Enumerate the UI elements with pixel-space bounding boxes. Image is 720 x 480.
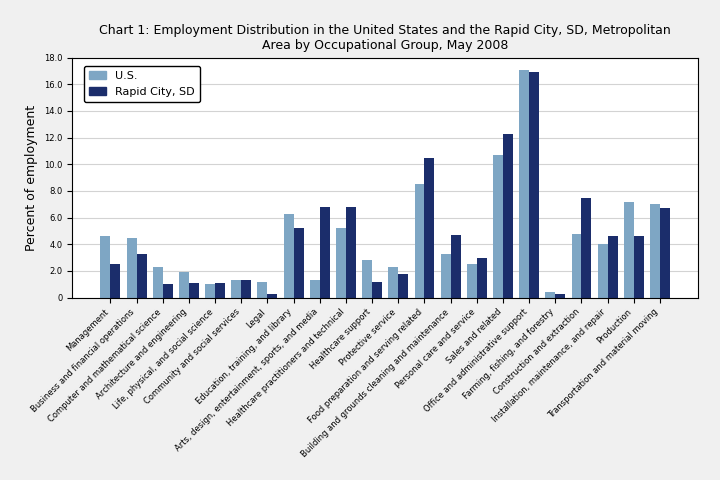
Bar bbox=[153, 267, 163, 298]
Bar bbox=[519, 70, 529, 298]
Bar bbox=[137, 253, 147, 298]
Bar bbox=[163, 284, 173, 298]
Bar bbox=[572, 234, 582, 298]
Bar bbox=[215, 283, 225, 298]
Bar bbox=[582, 198, 591, 298]
Bar bbox=[388, 267, 398, 298]
Bar bbox=[189, 283, 199, 298]
Bar bbox=[398, 274, 408, 298]
Bar bbox=[284, 214, 294, 298]
Bar bbox=[346, 207, 356, 298]
Bar bbox=[320, 207, 330, 298]
Bar bbox=[555, 294, 565, 298]
Bar bbox=[545, 292, 555, 298]
Bar bbox=[101, 236, 110, 298]
Bar bbox=[529, 72, 539, 298]
Bar bbox=[634, 236, 644, 298]
Bar bbox=[294, 228, 304, 298]
Title: Chart 1: Employment Distribution in the United States and the Rapid City, SD, Me: Chart 1: Employment Distribution in the … bbox=[99, 24, 671, 52]
Bar bbox=[477, 258, 487, 298]
Bar bbox=[425, 157, 434, 298]
Bar bbox=[441, 253, 451, 298]
Bar bbox=[310, 280, 320, 298]
Bar bbox=[503, 133, 513, 298]
Bar bbox=[624, 202, 634, 298]
Y-axis label: Percent of employment: Percent of employment bbox=[25, 105, 38, 251]
Bar bbox=[467, 264, 477, 298]
Bar bbox=[267, 294, 277, 298]
Legend: U.S., Rapid City, SD: U.S., Rapid City, SD bbox=[84, 66, 200, 102]
Bar bbox=[258, 282, 267, 298]
Bar bbox=[660, 208, 670, 298]
Bar bbox=[650, 204, 660, 298]
Bar bbox=[336, 228, 346, 298]
Bar bbox=[372, 282, 382, 298]
Bar bbox=[205, 284, 215, 298]
Bar bbox=[127, 238, 137, 298]
Bar bbox=[241, 280, 251, 298]
Bar bbox=[493, 155, 503, 298]
Bar bbox=[362, 260, 372, 298]
Bar bbox=[110, 264, 120, 298]
Bar bbox=[608, 236, 618, 298]
Bar bbox=[231, 280, 241, 298]
Bar bbox=[415, 184, 425, 298]
Bar bbox=[451, 235, 461, 298]
Bar bbox=[179, 272, 189, 298]
Bar bbox=[598, 244, 608, 298]
